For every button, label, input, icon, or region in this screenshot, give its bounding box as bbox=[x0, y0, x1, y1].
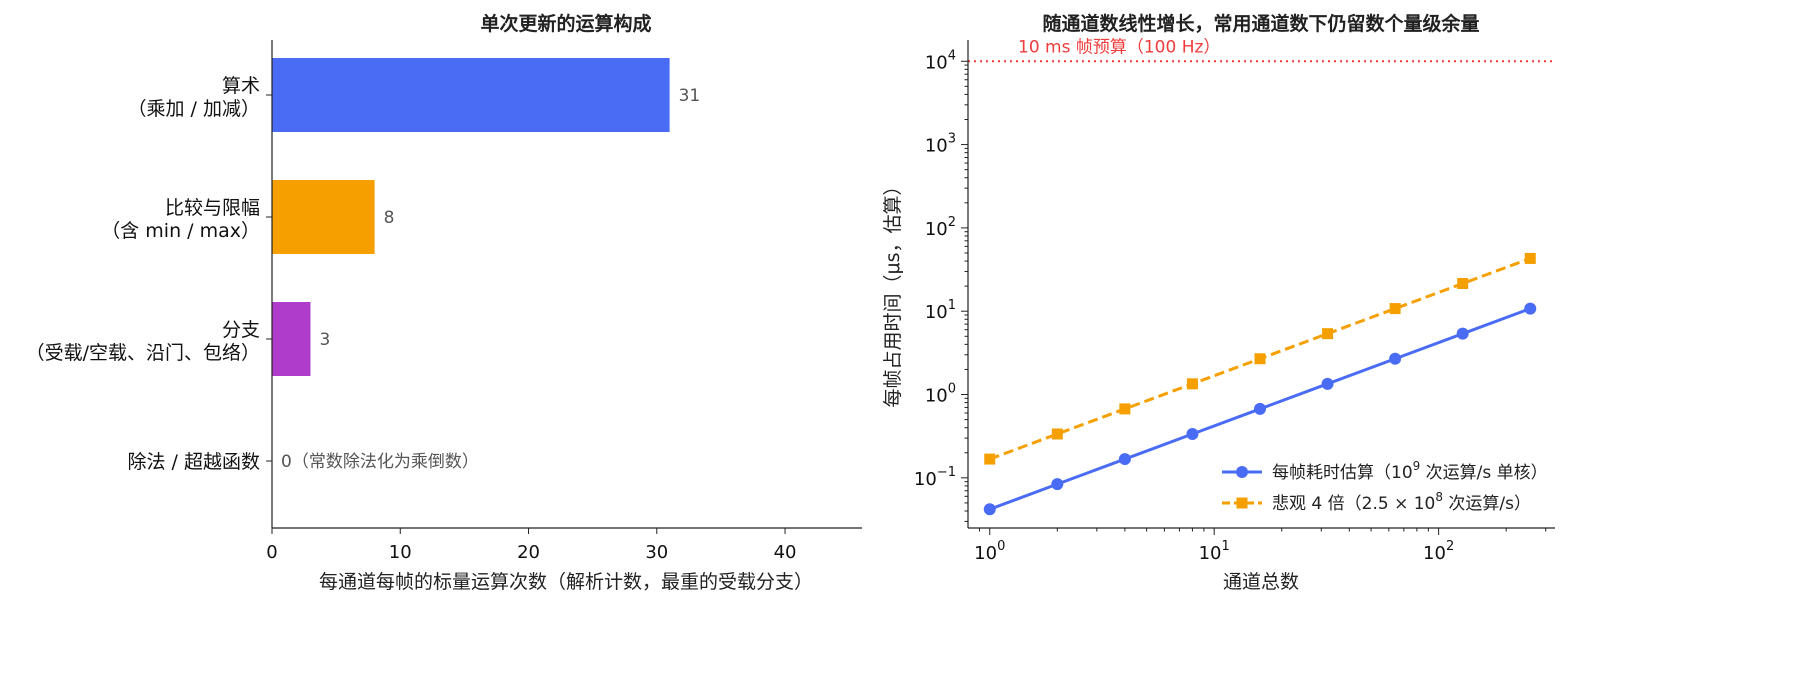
data-point bbox=[1524, 252, 1536, 264]
x-tick-label: 30 bbox=[645, 542, 668, 563]
legend-entry-exponent: 9 bbox=[1413, 459, 1421, 473]
line-series bbox=[983, 252, 1537, 516]
data-point bbox=[1118, 453, 1131, 466]
category-label-line1: 比较与限幅 bbox=[165, 197, 260, 219]
data-point bbox=[1456, 327, 1469, 340]
y-tick-label: 10−1 bbox=[914, 465, 956, 490]
y-tick-exponent: 1 bbox=[948, 298, 956, 313]
y-tick-exponent: 2 bbox=[948, 215, 956, 230]
legend: 每帧耗时估算（109 次运算/s 单核） 悲观 4 倍（2.5 × 108 次运算… bbox=[1222, 459, 1548, 514]
data-point bbox=[1186, 427, 1199, 440]
x-tick-label: 102 bbox=[1423, 539, 1454, 564]
bar bbox=[272, 302, 311, 376]
y-tick-base: 10 bbox=[925, 136, 948, 157]
x-tick-label: 100 bbox=[974, 539, 1005, 564]
legend-entry-text: 悲观 4 倍（2.5 × 10 bbox=[1272, 494, 1435, 514]
y-tick-base: 10 bbox=[925, 302, 948, 323]
line-chart-x-axis-label: 通道总数 bbox=[1223, 571, 1299, 593]
y-tick-base: 10 bbox=[914, 469, 937, 490]
line-chart-y-axis-label: 每帧占用时间（μs，估算） bbox=[882, 177, 904, 408]
y-tick-base: 10 bbox=[925, 219, 948, 240]
category-label: 比较与限幅（含 min / max） bbox=[101, 197, 260, 242]
y-tick-exponent: 4 bbox=[948, 48, 956, 63]
line-chart: 随通道数线性增长，常用通道数下仍留数个量级余量 10 ms 帧预算（100 Hz… bbox=[882, 12, 1555, 593]
x-tick-base: 10 bbox=[1199, 543, 1222, 564]
legend-swatch-marker bbox=[1236, 497, 1248, 509]
line-chart-title: 随通道数线性增长，常用通道数下仍留数个量级余量 bbox=[1042, 12, 1479, 35]
x-tick-base: 10 bbox=[974, 543, 997, 564]
data-point bbox=[1051, 428, 1063, 440]
category-label-line2: （含 min / max） bbox=[101, 220, 260, 242]
y-tick-base: 10 bbox=[925, 386, 948, 407]
bar-chart-x-axis-label: 每通道每帧的标量运算次数（解析计数，最重的受载分支） bbox=[319, 571, 813, 593]
data-point bbox=[1457, 278, 1469, 290]
data-point bbox=[1322, 328, 1334, 340]
legend-entry: 每帧耗时估算（109 次运算/s 单核） bbox=[1272, 459, 1548, 483]
data-point bbox=[1389, 303, 1401, 315]
y-tick-base: 10 bbox=[925, 52, 948, 73]
bar-axes: 算术（乘加 / 加减） 比较与限幅（含 min / max） 分支（受载/空载、沿门… bbox=[26, 40, 862, 563]
category-label-line2: （乘加 / 加减） bbox=[128, 98, 260, 120]
legend-swatch-marker bbox=[1236, 466, 1248, 478]
x-tick-label: 101 bbox=[1199, 539, 1230, 564]
data-point bbox=[1051, 478, 1064, 491]
category-label: 除法 / 超越函数 bbox=[128, 451, 260, 473]
legend-entry-text: 每帧耗时估算（10 bbox=[1272, 463, 1413, 483]
y-tick-label: 101 bbox=[925, 298, 956, 323]
data-point bbox=[1186, 378, 1198, 390]
legend-entry-exponent: 8 bbox=[1435, 490, 1443, 504]
x-tick-label: 40 bbox=[774, 542, 797, 563]
x-tick-exponent: 2 bbox=[1446, 539, 1454, 554]
category-label: 算术（乘加 / 加减） bbox=[128, 75, 260, 120]
y-tick-label: 103 bbox=[925, 132, 956, 157]
category-label-line1: 算术 bbox=[222, 75, 260, 97]
x-tick-label: 20 bbox=[517, 542, 540, 563]
bar-marks: 31 8 3 0（常数除法化为乘倒数） bbox=[272, 58, 700, 472]
y-tick-exponent: −1 bbox=[937, 465, 956, 480]
data-point bbox=[1321, 377, 1334, 390]
bar-value-label: 3 bbox=[319, 330, 330, 350]
x-tick-exponent: 0 bbox=[997, 539, 1005, 554]
y-tick-exponent: 3 bbox=[948, 132, 956, 147]
y-tick-exponent: 0 bbox=[948, 382, 956, 397]
legend-entry-text: 次运算/s 单核） bbox=[1420, 463, 1547, 483]
bar-chart: 单次更新的运算构成 31 8 3 0（常数除法化为乘倒数） 算术（乘加 / 加减） 比较… bbox=[26, 12, 862, 593]
budget-reference: 10 ms 帧预算（100 Hz） bbox=[968, 37, 1555, 63]
data-point bbox=[983, 503, 996, 516]
bar bbox=[272, 180, 375, 254]
bar-chart-title: 单次更新的运算构成 bbox=[480, 12, 651, 35]
legend-entry-text: 次运算/s） bbox=[1443, 494, 1531, 514]
category-label: 分支（受载/空载、沿门、包络） bbox=[26, 319, 260, 364]
y-tick-label: 104 bbox=[925, 48, 956, 73]
bar bbox=[272, 58, 670, 132]
data-point bbox=[1254, 353, 1266, 365]
x-tick-label: 0 bbox=[266, 542, 277, 563]
y-tick-label: 100 bbox=[925, 382, 956, 407]
data-point bbox=[1389, 352, 1402, 365]
data-point bbox=[984, 453, 996, 465]
budget-label: 10 ms 帧预算（100 Hz） bbox=[1018, 37, 1220, 57]
legend-entry: 悲观 4 倍（2.5 × 108 次运算/s） bbox=[1272, 490, 1531, 514]
category-label-line2: （受载/空载、沿门、包络） bbox=[26, 342, 260, 364]
x-tick-label: 10 bbox=[389, 542, 412, 563]
bar-value-label: 0（常数除法化为乘倒数） bbox=[281, 452, 479, 472]
data-point bbox=[1524, 302, 1537, 315]
category-label-line1: 分支 bbox=[222, 319, 260, 341]
y-tick-label: 102 bbox=[925, 215, 956, 240]
x-tick-base: 10 bbox=[1423, 543, 1446, 564]
data-point bbox=[1119, 403, 1131, 415]
data-point bbox=[1254, 402, 1267, 415]
bar-value-label: 8 bbox=[384, 208, 395, 228]
category-label-line1: 除法 / 超越函数 bbox=[128, 451, 260, 473]
bar-value-label: 31 bbox=[679, 86, 701, 106]
x-tick-exponent: 1 bbox=[1222, 539, 1230, 554]
